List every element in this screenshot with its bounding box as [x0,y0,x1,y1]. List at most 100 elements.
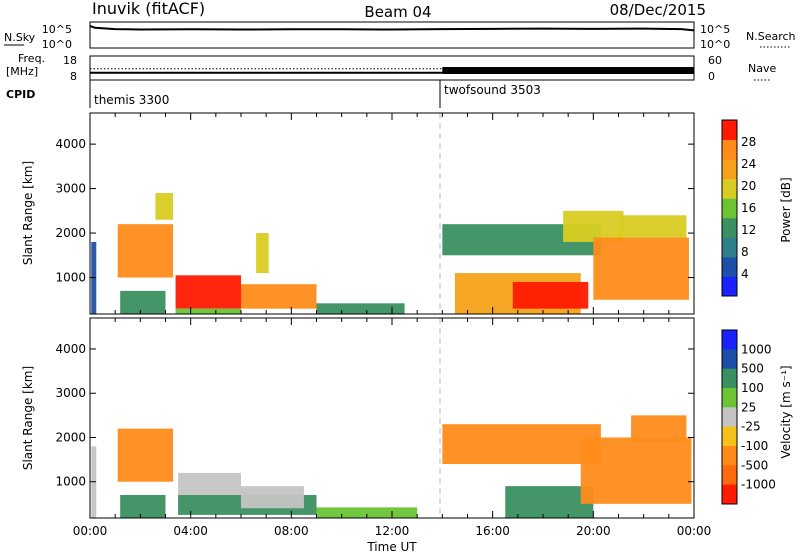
data-patch [631,415,687,442]
colorbar-tick-label: 16 [741,201,756,215]
colorbar-swatch [722,159,737,180]
nsky-tick-bottom: 10^0 [42,38,72,51]
data-patch [563,210,624,242]
colorbar-swatch [722,178,737,199]
x-tick-label: 00:00 [677,524,712,538]
colorbar-swatch [722,256,737,277]
colorbar-swatch [722,368,737,389]
colorbar-tick-label: -1000 [741,478,776,492]
velocity-y-axis: 1000 2000 3000 4000 [55,318,695,518]
power-colorbar-title: Power [dB] [779,177,793,242]
y-tick-label: 4000 [55,137,86,151]
data-patch [316,303,405,314]
freq-tick-bottom: 8 [70,70,77,83]
data-patch [512,281,589,309]
colorbar-tick-label: 1000 [741,342,772,356]
colorbar-swatch [722,349,737,370]
colorbar-swatch [722,446,737,466]
beam-title: Beam 04 [364,3,431,21]
cpid-label: CPID [6,88,35,101]
y-tick-label: 3000 [55,182,86,196]
x-tick-label: 16:00 [475,524,510,538]
colorbar-swatch [722,198,737,219]
velocity-colorbar-title: Velocity [m s⁻¹] [779,365,793,458]
station-title: Inuvik (fitACF) [92,0,205,18]
colorbar-swatch [722,388,737,408]
nsky-series-line [89,25,695,32]
freq-tick-top: 18 [63,54,77,67]
x-tick-label: 00:00 [73,524,108,538]
colorbar-swatch [722,330,737,350]
data-patch [178,472,241,495]
power-heatmap [91,193,689,314]
colorbar-tick-label: 24 [741,157,756,171]
data-patch [256,233,269,274]
colorbar-swatch [722,465,737,486]
x-tick-label: 08:00 [274,524,309,538]
velocity-ylabel: Slant Range [km] [21,366,35,470]
colorbar-swatch [722,120,737,141]
data-patch [175,308,241,314]
colorbar-tick-label: 28 [741,135,756,149]
x-tick-label: 12:00 [375,524,410,538]
data-patch [618,215,687,238]
nsearch-tick-top: 10^5 [700,23,730,36]
colorbar-swatch [722,426,737,447]
data-patch [241,284,317,309]
colorbar-tick-label: -25 [741,420,761,434]
y-tick-label: 2000 [55,226,86,240]
colorbar-tick-label: 12 [741,223,756,237]
colorbar-tick-label: 500 [741,362,764,376]
velocity-colorbar: 1000 500 100 25 -25 -100 -500 -1000 [721,329,776,505]
colorbar-tick-label: -500 [741,458,768,472]
colorbar-tick-label: -100 [741,439,768,453]
nave-tick-top: 60 [708,54,722,67]
data-patch [117,224,174,278]
nsky-strip-frame [89,21,695,49]
power-ylabel: Slant Range [km] [21,161,35,265]
colorbar-tick-label: 8 [741,245,749,259]
colorbar-tick-label: 20 [741,179,756,193]
freq-unit-label: [MHz] [6,65,38,78]
velocity-heatmap [91,415,692,518]
cpid-segment-2: twofsound 3503 [444,83,541,97]
nave-dense-band [442,67,694,74]
colorbar-swatch [722,407,737,428]
nave-label: Nave [748,62,776,75]
y-tick-label: 4000 [55,342,86,356]
power-y-axis: 1000 2000 3000 4000 [55,113,695,314]
y-tick-label: 3000 [55,386,86,400]
colorbar-tick-label: 4 [741,267,749,281]
data-patch [580,437,692,504]
freq-nave-series [90,67,694,74]
velocity-panel: 1000 2000 3000 4000 Slant Range [km] [21,317,695,519]
colorbar-tick-label: 100 [741,381,764,395]
colorbar-swatch [722,276,737,297]
date-title: 08/Dec/2015 [610,1,706,19]
colorbar-swatch [722,139,737,160]
nsky-tick-top: 10^5 [42,23,72,36]
nave-tick-bottom: 0 [708,70,715,83]
cpid-segment-1: themis 3300 [94,93,169,107]
data-patch [120,494,166,518]
nsky-label: N.Sky [4,31,36,44]
data-patch [120,290,166,314]
data-patch [155,193,174,220]
x-axis-label: Time UT [366,540,417,554]
data-patch [117,428,174,482]
freq-label: Freq. [18,52,45,65]
colorbar-frame [721,119,738,297]
y-tick-label: 1000 [55,271,86,285]
data-patch [316,507,418,518]
data-patch [505,486,594,518]
data-patch [442,424,601,465]
colorbar-frame [721,329,738,505]
data-patch [175,275,241,309]
y-tick-label: 2000 [55,430,86,444]
data-patch [593,237,689,300]
time-axis: 00:00 04:00 08:00 12:00 16:00 20:00 00:00 [73,524,712,538]
colorbar-tick-label: 25 [741,400,756,414]
nsearch-label: N.Search [746,30,796,43]
nsearch-tick-bottom: 10^0 [700,38,730,51]
